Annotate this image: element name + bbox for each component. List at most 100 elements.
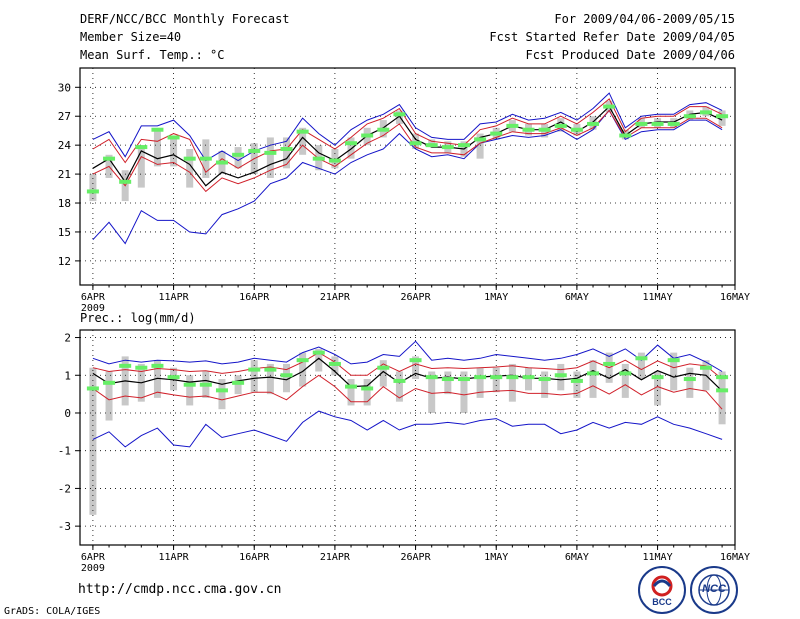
- precipitation-median-mark: [716, 388, 729, 393]
- temperature-xtick-label: 11APR: [159, 292, 190, 303]
- precipitation-median-mark: [538, 377, 551, 382]
- precipitation-spread-box: [395, 371, 403, 402]
- precipitation-xtick-label: 6APR: [81, 552, 106, 563]
- temperature-median-mark: [635, 121, 648, 126]
- temperature-median-mark: [554, 123, 567, 128]
- precipitation-spread-box: [508, 363, 516, 402]
- precipitation-upper-outer-line: [92, 340, 723, 372]
- precipitation-median-mark: [409, 358, 422, 363]
- precipitation-median-mark: [345, 384, 358, 389]
- temperature-median-mark: [393, 112, 406, 117]
- forecast-started-date: Fcst Started Refer Date 2009/04/05: [489, 30, 735, 44]
- ncc-logo: NCC: [690, 566, 738, 614]
- temperature-median-mark: [441, 145, 454, 150]
- precipitation-median-mark: [151, 363, 164, 368]
- precipitation-lower-outer-line: [92, 410, 723, 448]
- precip-variable-label: Prec.: log(mm/d): [80, 311, 196, 325]
- temperature-median-mark: [167, 135, 180, 140]
- precipitation-median-mark: [377, 365, 390, 370]
- precipitation-spread-box: [718, 371, 726, 425]
- bcc-logo: BCC: [638, 566, 686, 614]
- temperature-median-mark: [570, 127, 583, 132]
- temperature-median-mark: [474, 137, 487, 142]
- precipitation-xtick-year-label: 2009: [81, 563, 105, 574]
- precipitation-spread-box: [670, 352, 678, 391]
- temperature-spread-box: [347, 137, 355, 159]
- precipitation-spread-box: [283, 363, 291, 393]
- precipitation-median-mark: [554, 373, 567, 378]
- precipitation-spread-box: [686, 367, 694, 398]
- precipitation-spread-box: [412, 356, 420, 380]
- precipitation-median-mark: [215, 388, 228, 393]
- temperature-median-mark: [183, 156, 196, 161]
- precipitation-spread-box: [299, 352, 307, 387]
- temperature-ytick-label: 12: [58, 255, 71, 268]
- temperature-median-mark: [522, 127, 535, 132]
- precipitation-spread-box: [492, 367, 500, 393]
- temperature-median-mark: [667, 121, 680, 126]
- temperature-spread-box: [299, 127, 307, 155]
- temperature-xtick-label: 11MAY: [643, 292, 673, 303]
- precipitation-spread-box: [266, 363, 274, 395]
- variable-label: Mean Surf. Temp.: °C: [80, 48, 225, 62]
- precipitation-median-mark: [199, 382, 212, 387]
- temperature-xtick-label: 16MAY: [720, 292, 750, 303]
- precipitation-xtick-label: 1MAY: [484, 552, 508, 563]
- temperature-lower-outer-line: [92, 109, 723, 245]
- temperature-ytick-label: 30: [58, 81, 71, 94]
- temperature-spread-box: [89, 174, 97, 202]
- temperature-median-mark: [619, 133, 632, 138]
- precipitation-median-mark: [167, 375, 180, 380]
- forecast-period: For 2009/04/06-2009/05/15: [554, 12, 735, 26]
- temperature-median-mark: [490, 131, 503, 136]
- temperature-median-mark: [199, 156, 212, 161]
- precipitation-xtick-label: 16APR: [239, 552, 270, 563]
- footer-url[interactable]: http://cmdp.ncc.cma.gov.cn: [78, 582, 282, 597]
- temperature-median-mark: [215, 160, 228, 165]
- temperature-spread-box: [283, 137, 291, 169]
- precipitation-median-mark: [667, 358, 680, 363]
- temperature-median-mark: [135, 145, 148, 150]
- precipitation-xtick-label: 16MAY: [720, 552, 750, 563]
- temperature-median-mark: [151, 127, 164, 132]
- ncc-globe-icon: [698, 574, 730, 606]
- precipitation-median-mark: [441, 377, 454, 382]
- precipitation-median-mark: [699, 365, 712, 370]
- temperature-median-mark: [603, 104, 616, 109]
- temperature-median-mark: [232, 152, 245, 157]
- precipitation-median-mark: [425, 375, 438, 380]
- precipitation-spread-box: [460, 371, 468, 413]
- precipitation-xtick-label: 26APR: [401, 552, 432, 563]
- member-size: Member Size=40: [80, 30, 182, 44]
- precipitation-spread-box: [621, 363, 629, 398]
- precipitation-median-mark: [506, 375, 519, 380]
- temperature-ytick-label: 21: [58, 168, 71, 181]
- precipitation-median-mark: [119, 363, 132, 368]
- precipitation-panel: [75, 329, 736, 550]
- temperature-upper-outer-line: [92, 92, 723, 162]
- temperature-lower-inner-line: [92, 109, 723, 193]
- precipitation-xtick-label: 21APR: [320, 552, 351, 563]
- temperature-median-mark: [506, 123, 519, 128]
- precipitation-median-mark: [232, 380, 245, 385]
- temperature-median-mark: [651, 121, 664, 126]
- precipitation-spread-box: [105, 371, 113, 421]
- temperature-median-mark: [328, 158, 341, 163]
- grads-credit: GrADS: COLA/IGES: [4, 606, 101, 617]
- temperature-xtick-label: 1MAY: [484, 292, 508, 303]
- temperature-ensemble-mean-line: [92, 105, 723, 187]
- temperature-median-mark: [683, 114, 696, 119]
- temperature-frame: [79, 67, 736, 286]
- precipitation-median-mark: [683, 377, 696, 382]
- precipitation-median-mark: [716, 375, 729, 380]
- precipitation-median-mark: [248, 367, 261, 372]
- temperature-spread-box: [476, 133, 484, 159]
- temperature-median-mark: [248, 148, 261, 153]
- precipitation-median-mark: [86, 386, 99, 391]
- precipitation-median-mark: [603, 361, 616, 366]
- temperature-median-mark: [280, 147, 293, 152]
- precipitation-median-mark: [651, 375, 664, 380]
- precipitation-median-mark: [522, 375, 535, 380]
- precipitation-xtick-label: 11APR: [159, 552, 190, 563]
